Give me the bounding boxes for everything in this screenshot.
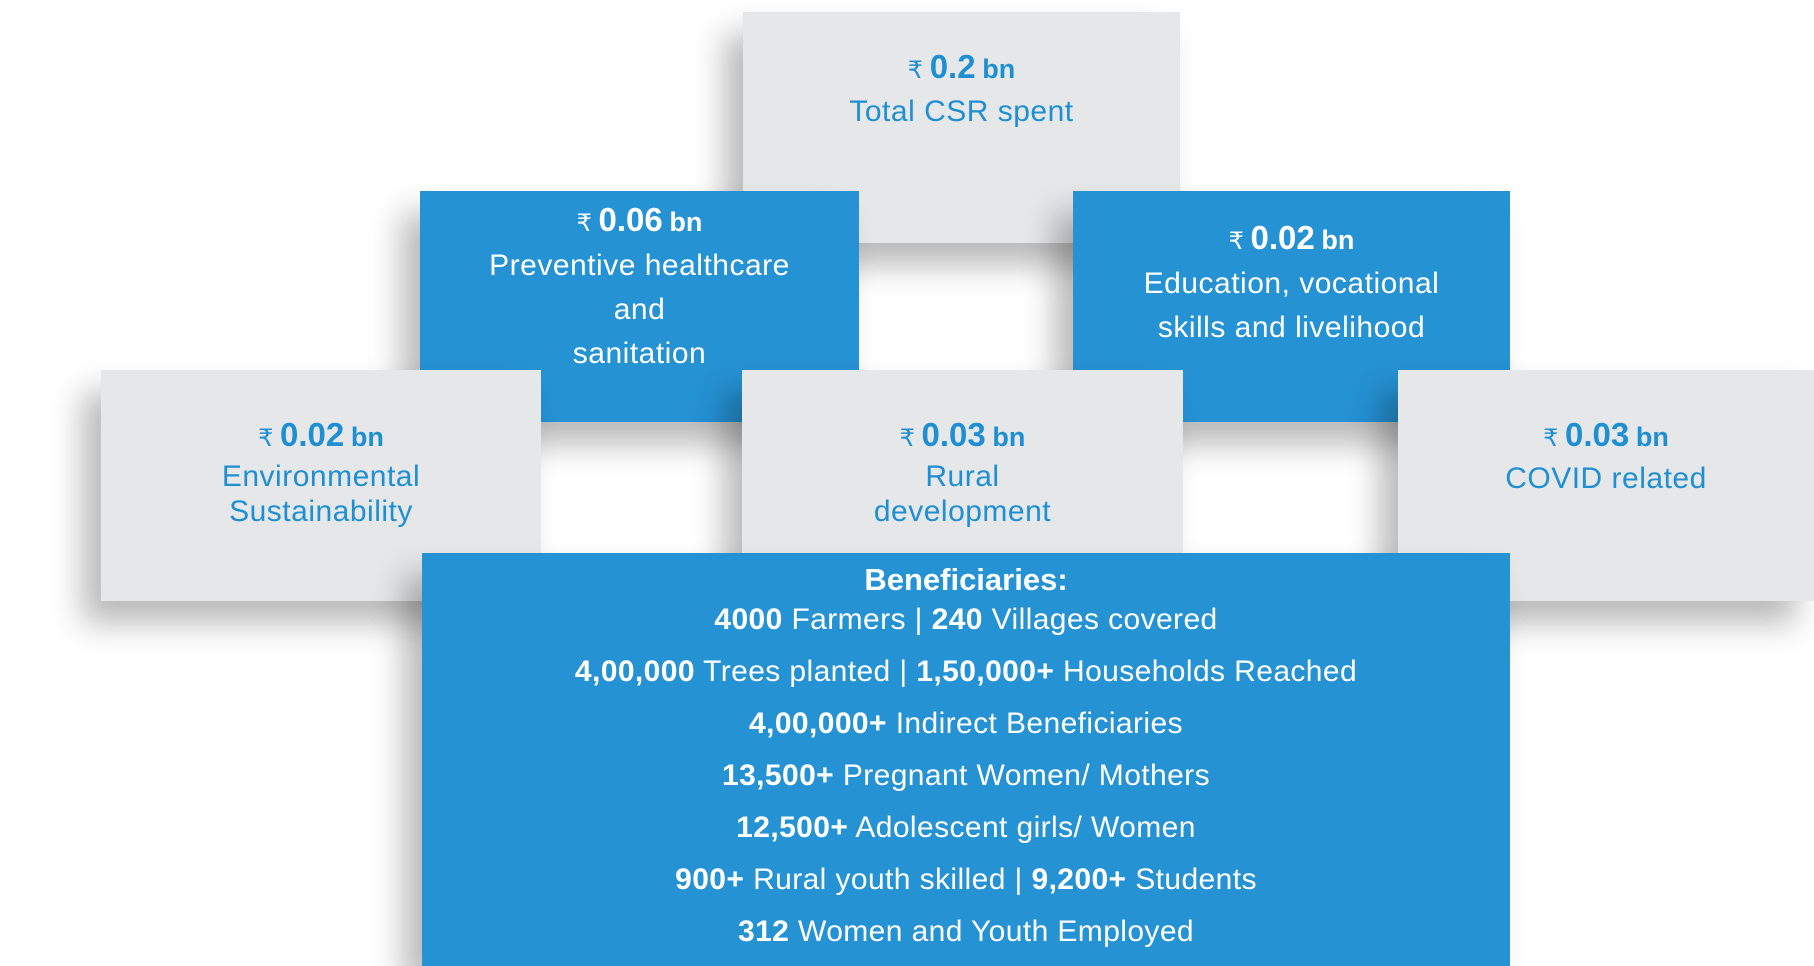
- description: Adolescent girls/ Women: [855, 811, 1196, 844]
- label-line: development: [873, 495, 1052, 528]
- beneficiaries-lines: 4000 Farmers | 240 Villages covered 4,00,…: [422, 594, 1510, 958]
- amount-value: 0.03: [921, 416, 986, 453]
- currency: ₹: [899, 425, 915, 452]
- amount: ₹ 0.02 bn: [1073, 218, 1510, 262]
- figure: 9,200+: [1031, 863, 1127, 896]
- currency: ₹: [258, 425, 274, 452]
- label-line: and: [613, 293, 666, 326]
- beneficiaries-title: Beneficiaries:: [864, 562, 1068, 597]
- description: Farmers: [791, 603, 906, 636]
- description: Indirect Beneficiaries: [895, 707, 1183, 740]
- amount-value: 0.06: [598, 201, 663, 238]
- label-line: Education, vocational: [1143, 267, 1440, 300]
- label-line: Total CSR spent: [849, 95, 1074, 128]
- beneficiaries-box: Beneficiaries: 4000 Farmers | 240 Village…: [422, 553, 1510, 966]
- description: Villages covered: [991, 603, 1218, 636]
- beneficiary-line: 4,00,000+ Indirect Beneficiaries: [422, 698, 1510, 750]
- description: Pregnant Women/ Mothers: [842, 759, 1210, 792]
- label-line: sanitation: [572, 337, 707, 370]
- beneficiary-line: 13,500+ Pregnant Women/ Mothers: [422, 750, 1510, 802]
- amount-value: 0.02: [280, 416, 345, 453]
- label-line: skills and livelihood: [1157, 311, 1426, 344]
- unit: bn: [1321, 225, 1355, 255]
- description: Trees planted: [703, 655, 891, 688]
- beneficiary-line: 900+ Rural youth skilled | 9,200+ Studen…: [422, 854, 1510, 906]
- amount-value: 0.03: [1565, 416, 1630, 453]
- figure: 240: [931, 603, 983, 636]
- unit: bn: [350, 422, 384, 452]
- label-line: Sustainability: [229, 495, 413, 528]
- amount: ₹ 0.03 bn: [1398, 415, 1814, 459]
- amount-value: 0.02: [1250, 219, 1315, 256]
- label-line: Rural: [925, 460, 1000, 493]
- figure: 312: [738, 915, 790, 948]
- description: Households Reached: [1063, 655, 1358, 688]
- figure: 4,00,000+: [749, 707, 887, 740]
- figure: 900+: [675, 863, 745, 896]
- figure: 13,500+: [722, 759, 835, 792]
- separator: |: [1014, 863, 1023, 896]
- label-line: Preventive healthcare: [489, 249, 790, 282]
- currency: ₹: [1228, 228, 1244, 255]
- unit: bn: [1635, 422, 1669, 452]
- label-line: Environmental: [221, 460, 421, 493]
- description: Rural youth skilled: [753, 863, 1006, 896]
- unit: bn: [992, 422, 1026, 452]
- beneficiary-line: 4,00,000 Trees planted | 1,50,000+ House…: [422, 646, 1510, 698]
- description: Students: [1135, 863, 1257, 896]
- figure: 4000: [714, 603, 783, 636]
- figure: 4,00,000: [574, 655, 695, 688]
- amount: ₹ 0.02 bn: [101, 415, 541, 459]
- currency: ₹: [576, 210, 592, 237]
- beneficiary-line: 312 Women and Youth Employed: [422, 906, 1510, 958]
- figure: 1,50,000+: [916, 655, 1055, 688]
- separator: |: [899, 655, 908, 688]
- label-line: COVID related: [1505, 462, 1707, 495]
- amount: ₹ 0.06 bn: [420, 200, 859, 244]
- currency: ₹: [907, 57, 924, 84]
- unit: bn: [982, 54, 1016, 84]
- figure: 12,500+: [736, 811, 849, 844]
- currency: ₹: [1543, 425, 1559, 452]
- beneficiary-line: 12,500+ Adolescent girls/ Women: [422, 802, 1510, 854]
- amount: ₹ 0.03 bn: [742, 415, 1183, 459]
- description: Women and Youth Employed: [798, 915, 1194, 948]
- amount: ₹ 0.2 bn: [743, 47, 1180, 91]
- beneficiary-line: 4000 Farmers | 240 Villages covered: [422, 594, 1510, 646]
- separator: |: [914, 603, 923, 636]
- amount-value: 0.2: [929, 48, 976, 85]
- unit: bn: [669, 207, 703, 237]
